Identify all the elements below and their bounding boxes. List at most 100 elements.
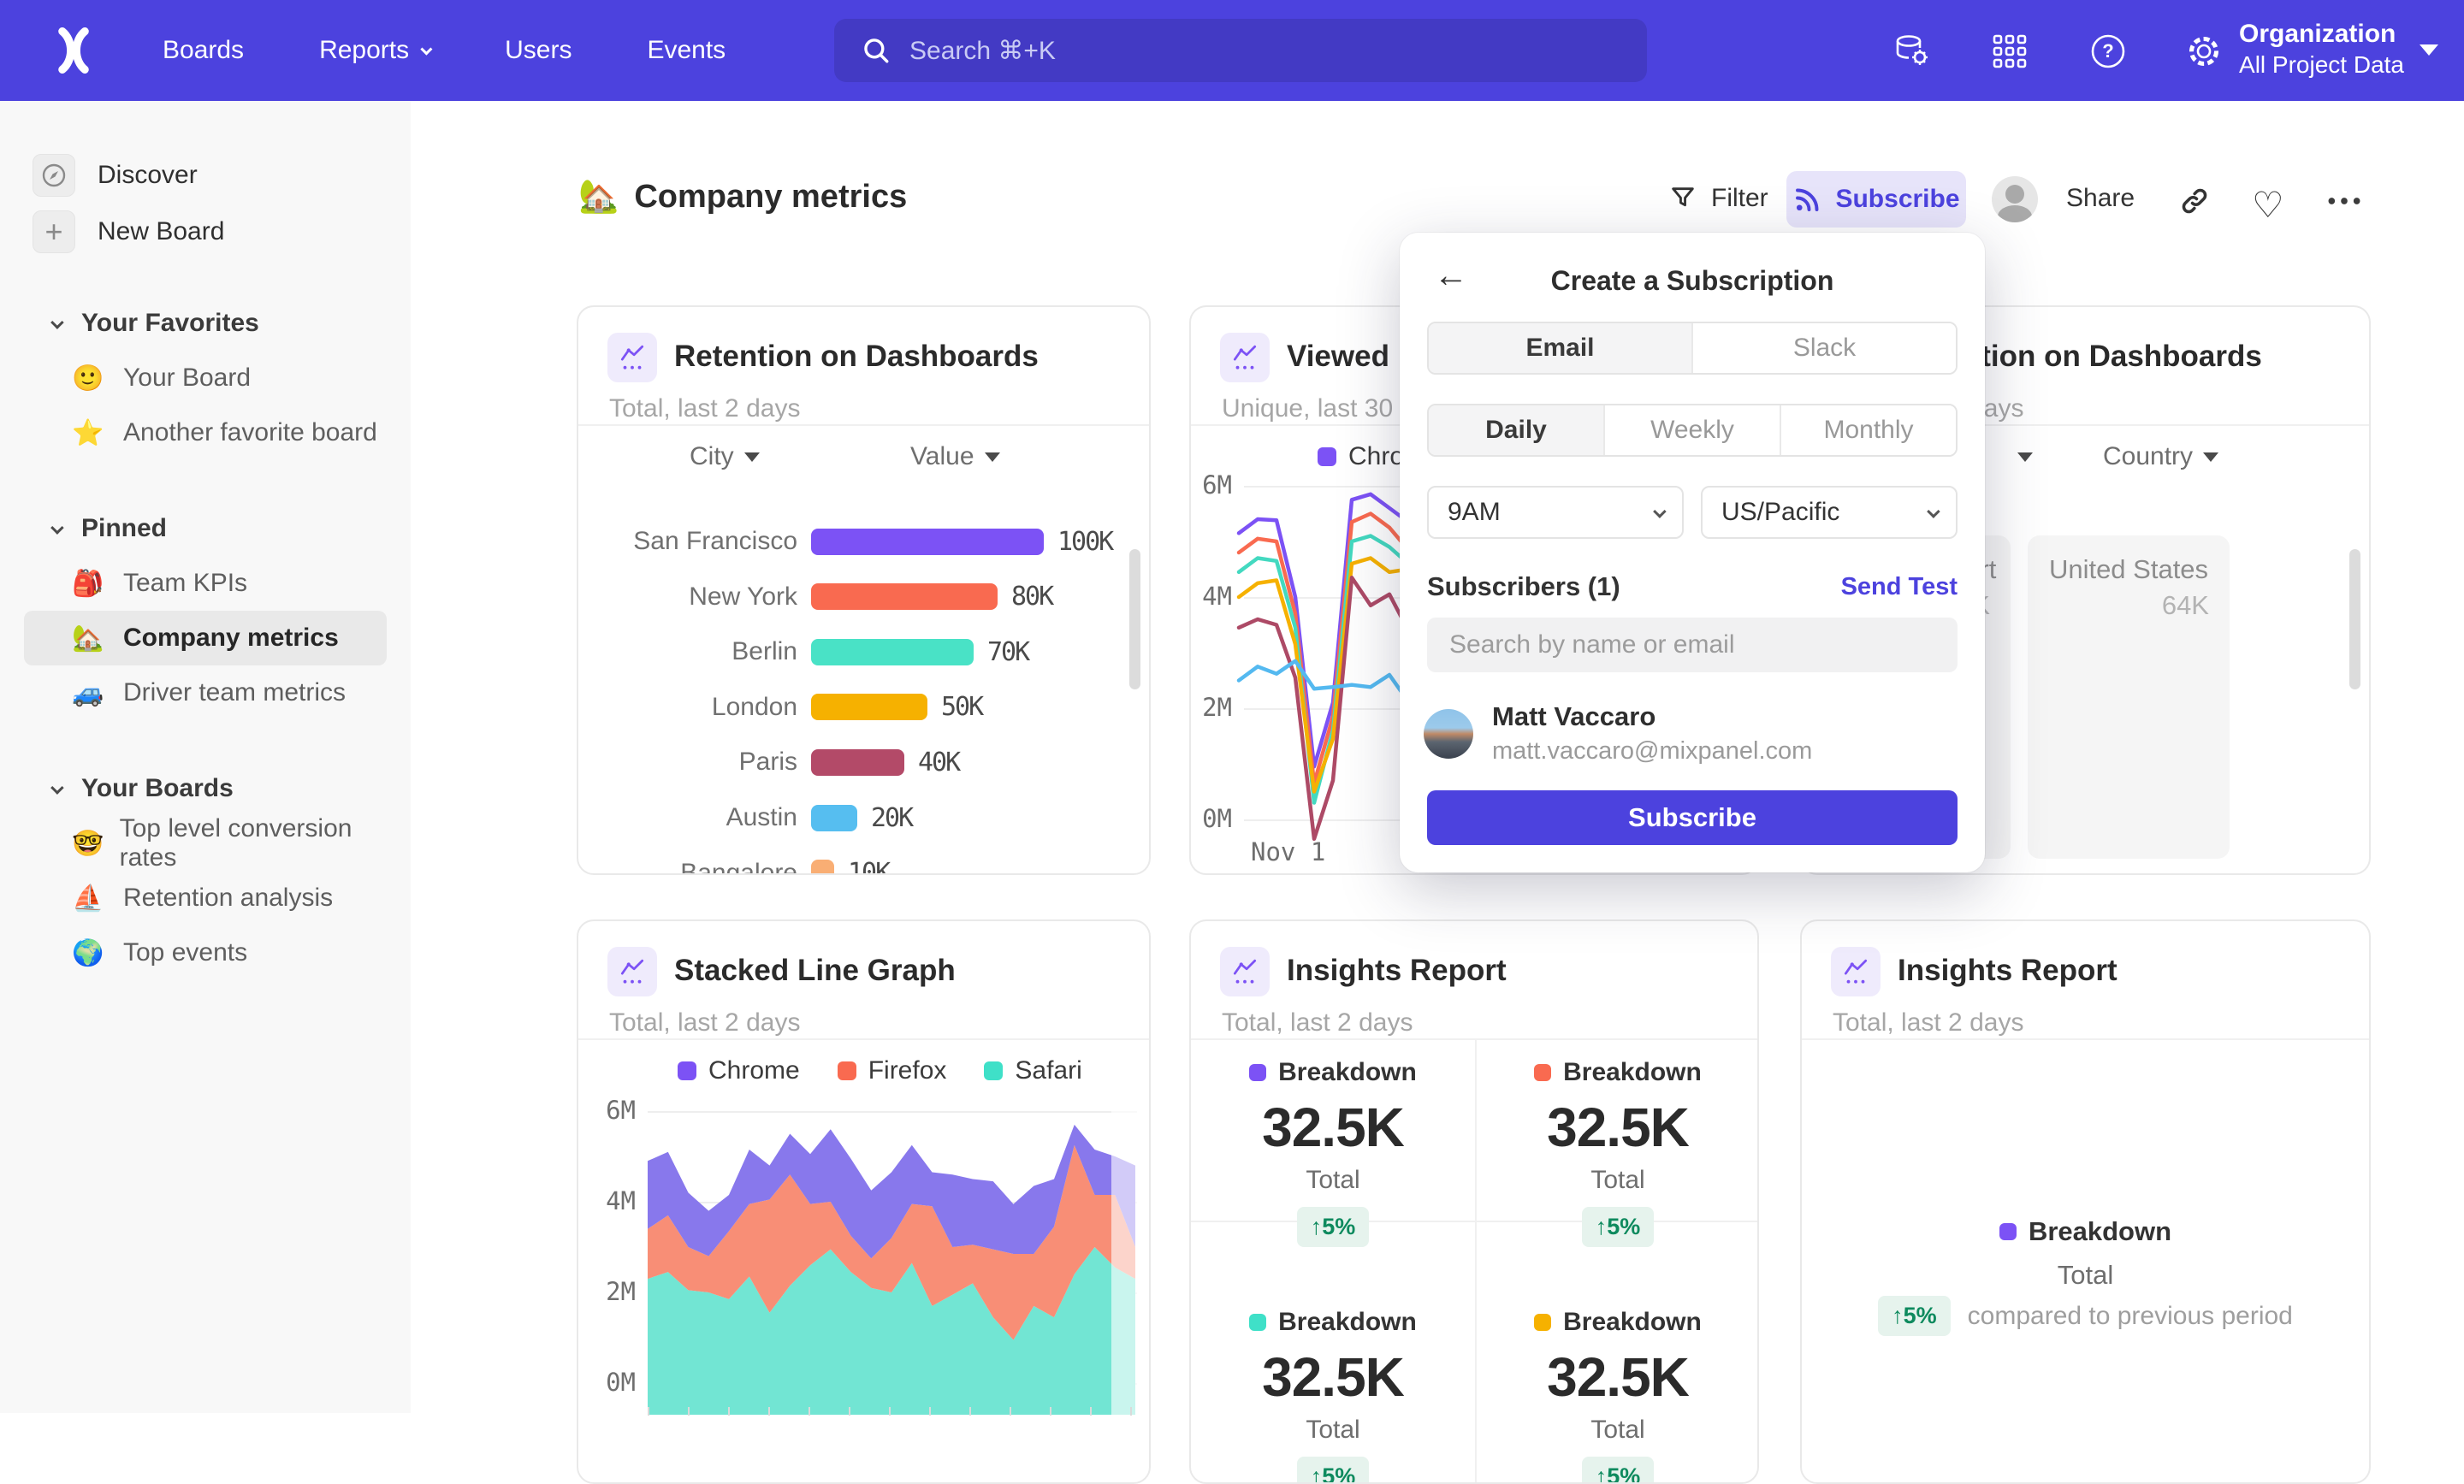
mixpanel-logo-icon[interactable] xyxy=(48,26,99,75)
y-axis-tick: 6M xyxy=(606,1096,636,1125)
row-city-label: Paris xyxy=(738,748,797,777)
metric-value: 32.5K xyxy=(1547,1097,1690,1158)
breakdown-label: Breakdown xyxy=(1563,1058,1702,1086)
filter-button[interactable]: Filter xyxy=(1668,184,1768,213)
legend-item-safari: Safari xyxy=(984,1056,1082,1085)
nav-item-label: Events xyxy=(647,36,726,64)
section-label: Pinned xyxy=(81,514,168,542)
sidebar-item-company-metrics[interactable]: 🏡 Company metrics xyxy=(24,611,387,665)
card-subtitle: Total, last 2 days xyxy=(1833,1008,2024,1037)
data-management-icon[interactable] xyxy=(1891,31,1932,72)
more-options-button[interactable] xyxy=(2325,184,2363,218)
subscriber-email: matt.vaccaro@mixpanel.com xyxy=(1492,737,1813,765)
help-icon[interactable]: ? xyxy=(2088,31,2129,72)
table-row[interactable]: Paris 40K xyxy=(578,735,1149,789)
nav-item-reports[interactable]: Reports xyxy=(319,36,433,65)
sidebar-item-top-level-conversion-rates[interactable]: 🤓 Top level conversion rates xyxy=(24,814,387,872)
search-input[interactable]: Search ⌘+K xyxy=(834,19,1647,82)
column-header-city[interactable]: City xyxy=(690,442,760,471)
table-row[interactable]: Berlin 70K xyxy=(578,624,1149,679)
row-bar xyxy=(811,748,904,776)
nav-item-users[interactable]: Users xyxy=(505,36,572,65)
compass-icon xyxy=(33,154,75,197)
table-row[interactable]: Bangalore 10K xyxy=(578,846,1149,873)
section-label: Your Favorites xyxy=(81,309,259,337)
board-emoji: 🌍 xyxy=(72,938,104,967)
nav-item-label: Boards xyxy=(163,36,245,64)
sidebar-item-new-board[interactable]: + New Board xyxy=(33,210,224,253)
sidebar-item-your-board[interactable]: 🙂 Your Board xyxy=(24,351,387,405)
scrollbar-thumb[interactable] xyxy=(2349,549,2360,689)
nav-item-boards[interactable]: Boards xyxy=(163,36,244,65)
time-select[interactable]: 9AM xyxy=(1427,486,1684,539)
table-row[interactable]: London 50K xyxy=(578,680,1149,735)
sidebar-item-top-events[interactable]: 🌍 Top events xyxy=(24,925,387,980)
sidebar-item-retention-analysis[interactable]: ⛵ Retention analysis xyxy=(24,871,387,925)
metric-tile: Breakdown 32.5K Total ↑5% xyxy=(1191,1308,1475,1482)
settings-gear-icon[interactable] xyxy=(2183,31,2224,72)
send-test-link[interactable]: Send Test xyxy=(1840,573,1958,600)
share-button[interactable]: Share xyxy=(2066,184,2135,213)
tab-weekly[interactable]: Weekly xyxy=(1605,405,1781,455)
subscribers-label: Subscribers (1) xyxy=(1427,571,1620,601)
sidebar-section-0[interactable]: Your Favorites xyxy=(0,296,411,351)
column-header-country[interactable]: Country xyxy=(2103,442,2219,471)
table-row[interactable]: New York 80K xyxy=(578,570,1149,624)
sidebar-item-label: Retention analysis xyxy=(123,884,334,912)
link-icon xyxy=(2182,188,2207,214)
row-bar xyxy=(811,583,998,611)
nav-item-events[interactable]: Events xyxy=(647,36,726,65)
card-subtitle: Total, last 2 days xyxy=(609,1008,801,1037)
tab-slack[interactable]: Slack xyxy=(1693,323,1956,373)
sidebar-item-another-favorite-board[interactable]: ⭐ Another favorite board xyxy=(24,405,387,460)
filter-label: Filter xyxy=(1711,184,1768,212)
table-row[interactable]: San Francisco 100K xyxy=(578,514,1149,569)
row-bar xyxy=(811,528,1044,555)
table-row[interactable]: Austin 20K xyxy=(578,790,1149,845)
row-bar xyxy=(811,638,974,665)
create-subscription-modal: ← Create a Subscription Email Slack Daily… xyxy=(1400,233,1985,872)
delta-badge: ↑5% xyxy=(1296,1207,1370,1247)
subscriber-row[interactable]: Matt Vaccaro matt.vaccaro@mixpanel.com xyxy=(1424,701,1812,766)
breakdown-label: Breakdown xyxy=(1563,1308,1702,1336)
chevron-down-icon xyxy=(1653,504,1667,518)
sidebar-section-2[interactable]: Your Boards xyxy=(0,761,411,816)
subscriber-search-input[interactable] xyxy=(1427,618,1958,672)
back-icon[interactable]: ← xyxy=(1434,257,1468,294)
avatar[interactable] xyxy=(1992,176,2038,222)
sidebar-item-label: Discover xyxy=(98,161,198,189)
timezone-select[interactable]: US/Pacific xyxy=(1701,486,1958,539)
chevron-down-icon xyxy=(1927,504,1940,518)
panel-label: United States xyxy=(2048,554,2209,584)
tab-email[interactable]: Email xyxy=(1429,323,1693,373)
tab-monthly[interactable]: Monthly xyxy=(1781,405,1956,455)
tab-daily[interactable]: Daily xyxy=(1429,405,1605,455)
apps-grid-icon[interactable] xyxy=(1989,31,2030,72)
copy-link-button[interactable] xyxy=(2177,184,2212,218)
chevron-down-icon xyxy=(50,780,64,795)
card-stacked-line: Stacked Line Graph Total, last 2 days Ch… xyxy=(577,919,1151,1484)
series-swatch xyxy=(1249,1314,1267,1331)
sidebar-item-discover[interactable]: Discover xyxy=(33,154,198,197)
report-chart-icon xyxy=(607,947,657,996)
favorite-button[interactable]: ♡ xyxy=(2252,184,2284,226)
sidebar-section-1[interactable]: Pinned xyxy=(0,501,411,556)
country-panel[interactable]: United States 64K xyxy=(2028,535,2230,859)
subscribe-button[interactable]: Subscribe xyxy=(1786,171,1966,228)
org-switcher[interactable]: Organization All Project Data xyxy=(2239,19,2438,80)
modal-subscribe-button[interactable]: Subscribe xyxy=(1427,790,1958,845)
scrollbar-thumb[interactable] xyxy=(1129,549,1140,689)
board-emoji: 🙂 xyxy=(72,364,104,393)
sidebar-item-driver-team-metrics[interactable]: 🚙 Driver team metrics xyxy=(24,665,387,720)
heart-icon: ♡ xyxy=(2252,185,2284,225)
row-value: 100K xyxy=(1057,526,1114,557)
column-header-hidden[interactable]: Report xyxy=(1930,442,2034,471)
channel-tabs: Email Slack xyxy=(1427,322,1958,375)
column-header-value[interactable]: Value xyxy=(910,442,1000,471)
card-subtitle: Total, last 2 days xyxy=(1222,1008,1413,1037)
panel-value: 64K xyxy=(2161,590,2209,620)
sidebar-item-team-kpis[interactable]: 🎒 Team KPIs xyxy=(24,556,387,611)
sidebar-item-label: Your Board xyxy=(123,364,252,392)
delta-badge: ↑5% xyxy=(1581,1457,1655,1482)
subscribe-rss-icon xyxy=(1796,188,1819,211)
